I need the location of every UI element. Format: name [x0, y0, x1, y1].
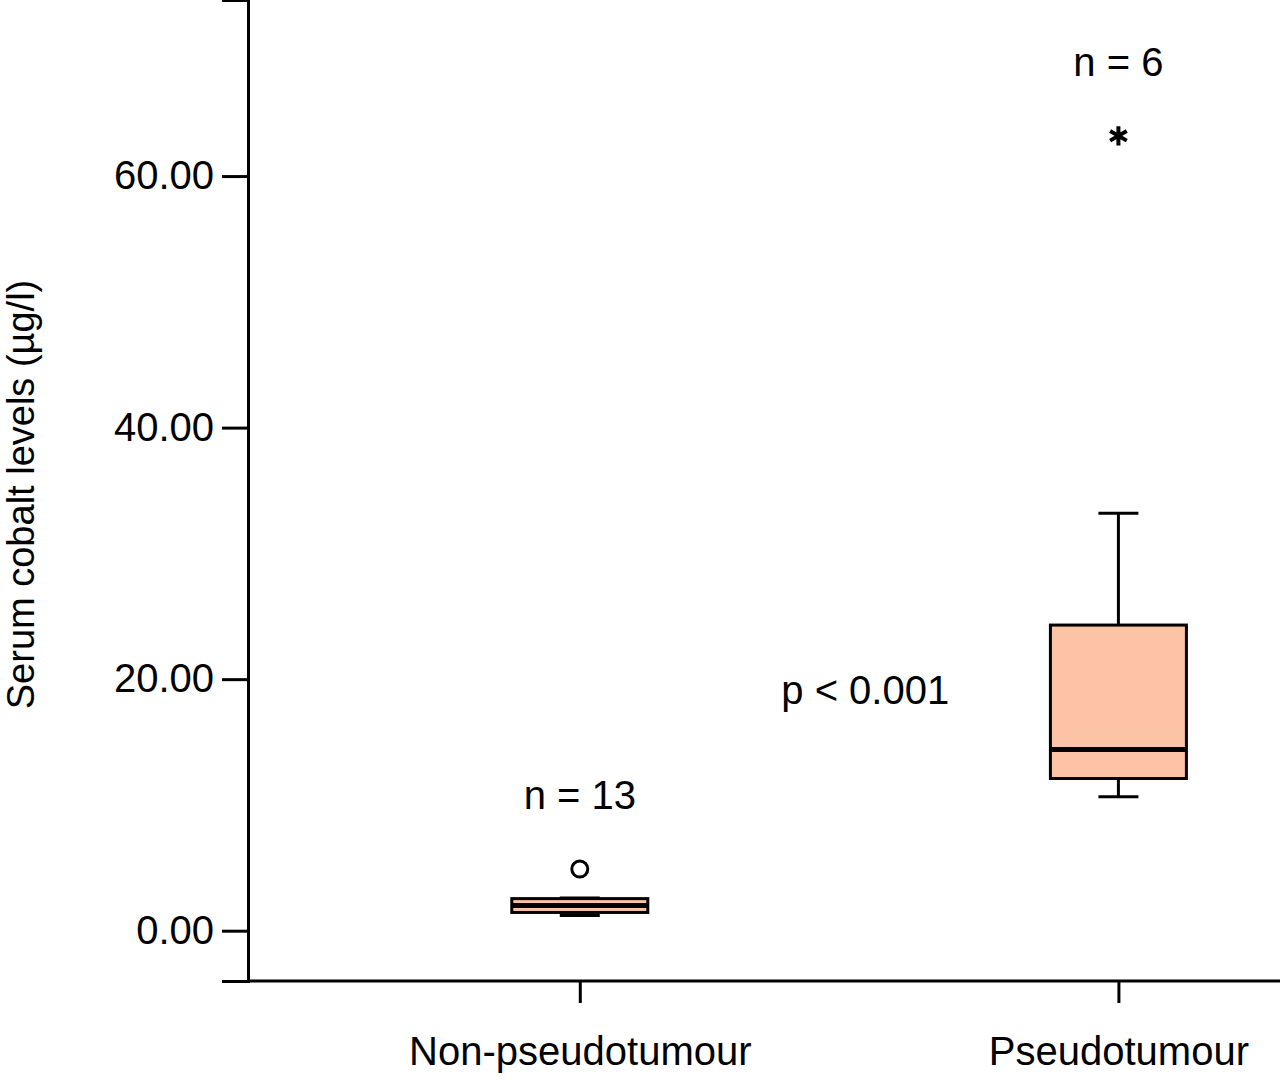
median-line [512, 903, 648, 908]
y-tick-label: 60.00 [114, 153, 214, 197]
x-tick: Pseudotumour [989, 981, 1249, 1073]
chart: 0.00 20.00 40.00 60.00 Non-pseudotumour Pseud… [0, 0, 1280, 1092]
y-tick: 20.00 [114, 656, 248, 700]
y-tick: 40.00 [114, 405, 248, 449]
box-group [512, 861, 648, 916]
y-tick-label: 40.00 [114, 405, 214, 449]
whisker-cap-min [1098, 795, 1138, 798]
x-tick-mark [579, 981, 582, 1003]
n-label: n = 13 [524, 773, 636, 817]
y-tick-label: 20.00 [114, 656, 214, 700]
x-axis: Non-pseudotumour Pseudotumour [248, 981, 1280, 1073]
y-tick-mark [222, 930, 248, 933]
y-tick-mark [222, 678, 248, 681]
outlier [572, 861, 588, 877]
y-axis-line [222, 1, 249, 982]
y-tick-mark [222, 427, 248, 430]
box-group [1050, 126, 1186, 797]
y-axis-title: Serum cobalt levels (µg/l) [0, 280, 42, 710]
p-value-annotation: p < 0.001 [781, 668, 949, 712]
box [1050, 625, 1186, 778]
lower-whisker [1117, 779, 1120, 797]
y-tick-label: 0.00 [136, 908, 214, 952]
plot-area [512, 126, 1187, 915]
x-tick-label: Pseudotumour [989, 1029, 1249, 1073]
n-label: n = 6 [1073, 40, 1163, 84]
y-axis: 0.00 20.00 40.00 60.00 [114, 1, 249, 982]
x-axis-line [248, 980, 1280, 983]
box [512, 899, 648, 913]
whisker-cap-max [1098, 512, 1138, 515]
x-tick-mark [1117, 981, 1120, 1003]
extreme-outlier [1110, 126, 1127, 145]
x-tick: Non-pseudotumour [409, 981, 751, 1073]
y-tick: 0.00 [136, 908, 248, 952]
x-tick-label: Non-pseudotumour [409, 1029, 751, 1073]
upper-whisker [1117, 513, 1120, 625]
median-line [1050, 747, 1186, 752]
whisker-cap-min [560, 914, 600, 917]
y-tick: 60.00 [114, 153, 248, 197]
y-tick-mark [222, 175, 248, 178]
